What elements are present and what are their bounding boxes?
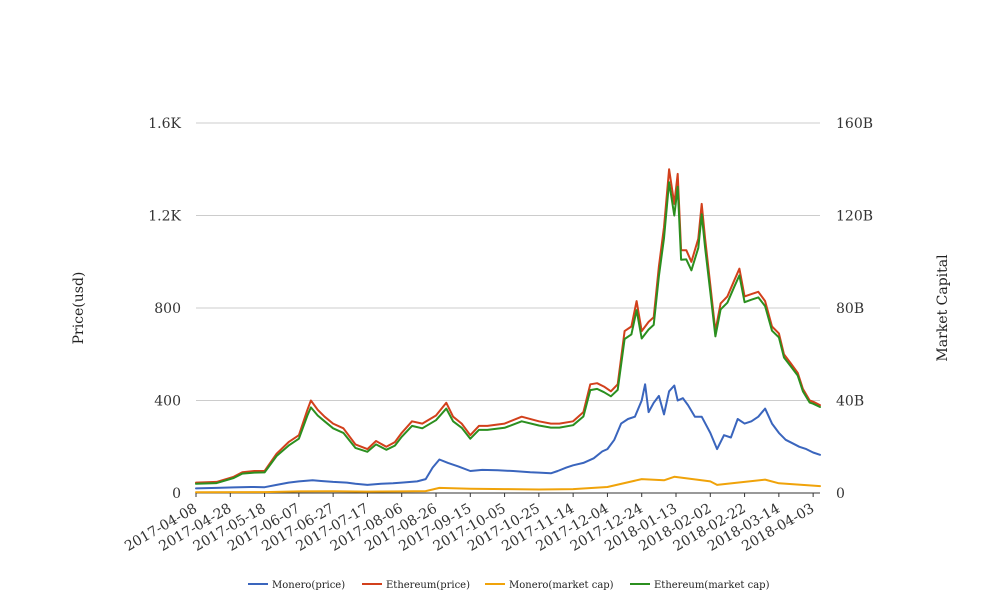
legend-label: Monero(market cap) (509, 580, 614, 591)
y-axis-right-title: Market Capital (935, 254, 951, 362)
series-line-monero-price (195, 383, 821, 490)
y2-tick-label: 40B (836, 394, 864, 410)
x-axis-ticks: 2017-04-082017-04-282017-05-182017-06-07… (122, 493, 817, 555)
legend: Monero(price) Ethereum(price) Monero(marke… (248, 580, 770, 591)
series-line-monero-market-cap (195, 475, 821, 494)
series-line-ethereum-market-cap (195, 181, 821, 485)
y2-tick-label: 80B (836, 301, 864, 317)
legend-label: Monero(price) (272, 580, 345, 591)
y-tick-label: 1.6K (148, 116, 181, 132)
y-axis-left-title: Price(usd) (71, 272, 87, 345)
y-tick-label: 400 (154, 394, 181, 410)
legend-label: Ethereum(price) (386, 580, 470, 591)
y2-tick-label: 0 (836, 486, 845, 502)
series-lines (195, 168, 821, 494)
series-line-ethereum-price (195, 168, 821, 484)
y-tick-label: 1.2K (148, 209, 181, 225)
legend-label: Ethereum(market cap) (654, 580, 770, 591)
gridlines (196, 122, 820, 494)
y-tick-label: 0 (172, 486, 181, 502)
y2-tick-label: 120B (836, 209, 873, 225)
y2-tick-label: 160B (836, 116, 873, 132)
y-axis-left-ticks: 0 400 800 1.2K 1.6K (148, 116, 181, 502)
y-tick-label: 800 (154, 301, 181, 317)
y-axis-right-ticks: 0 40B 80B 120B 160B (836, 116, 873, 502)
